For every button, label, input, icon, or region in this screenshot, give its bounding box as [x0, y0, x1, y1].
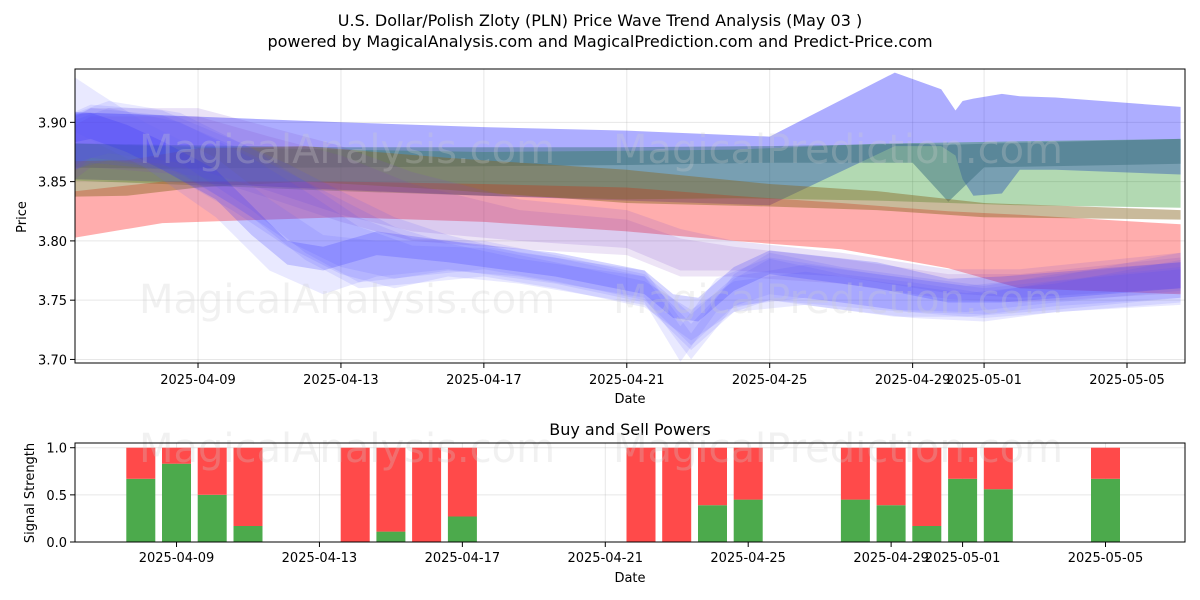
- band-olive: [75, 146, 1181, 220]
- price-grid: [75, 69, 1185, 363]
- price-watermark-2: MagicalAnalysis.com: [139, 277, 555, 323]
- band-teal: [75, 138, 1181, 202]
- buy-bar-13: [876, 505, 906, 542]
- buy-bar-15: [948, 478, 978, 542]
- price-xtick-label-2: 2025-04-17: [446, 373, 522, 388]
- signal-xtick-label-5: 2025-04-29: [853, 551, 929, 566]
- signal-xtick-label-6: 2025-05-01: [925, 551, 1001, 566]
- sell-bar-17: [1091, 447, 1120, 479]
- signal-ticks: 2025-04-09 2025-04-13 2025-04-17 2025-04-21…: [46, 442, 1143, 566]
- signal-watermark-0: MagicalAnalysis.com: [139, 426, 555, 472]
- signal-xtick-label-3: 2025-04-21: [567, 551, 643, 566]
- sell-bar-4: [340, 447, 370, 542]
- price-ytick-label-4: 3.90: [38, 116, 67, 131]
- sell-bar-11: [733, 447, 763, 500]
- sell-bar-3: [233, 447, 263, 526]
- chart-title: U.S. Dollar/Polish Zloty (PLN) Price Wav…: [338, 11, 862, 30]
- signal-xtick-label-0: 2025-04-09: [139, 551, 215, 566]
- band-blue-core: [75, 112, 1181, 322]
- buy-bar-3: [233, 526, 263, 542]
- signal-x-label: Date: [614, 571, 645, 586]
- price-xtick-label-7: 2025-05-05: [1089, 373, 1165, 388]
- buy-bar-10: [698, 505, 727, 542]
- sell-bar-8: [626, 447, 656, 542]
- band-violet-2: [75, 116, 1181, 303]
- buy-bar-1: [162, 463, 191, 542]
- buy-bar-14: [912, 526, 942, 542]
- signal-bars: [126, 447, 1120, 542]
- band-blue-wave-4: [75, 108, 1181, 341]
- price-ytick-label-3: 3.85: [38, 176, 67, 191]
- sell-bar-13: [876, 447, 906, 506]
- buy-bar-17: [1091, 478, 1120, 542]
- band-blue-upper: [75, 72, 1181, 206]
- signal-watermark-1: MagicalPrediction.com: [613, 426, 1063, 472]
- signal-xtick-label-1: 2025-04-13: [282, 551, 358, 566]
- signal-xtick-label-4: 2025-04-25: [710, 551, 786, 566]
- sell-bar-2: [197, 447, 227, 495]
- buy-bar-5: [376, 531, 406, 542]
- price-x-label: Date: [614, 392, 645, 407]
- price-ytick-label-2: 3.80: [38, 235, 67, 250]
- sell-bar-0: [126, 447, 156, 479]
- band-violet-1: [75, 108, 1181, 298]
- sell-bar-6: [412, 447, 442, 542]
- price-axes-frame: [74, 68, 1186, 364]
- price-xtick-label-3: 2025-04-21: [589, 373, 665, 388]
- buy-bar-12: [840, 499, 870, 542]
- price-xtick-label-0: 2025-04-09: [160, 373, 236, 388]
- sell-bar-16: [983, 447, 1013, 490]
- signal-xtick-label-2: 2025-04-17: [425, 551, 501, 566]
- signal-chart-title: Buy and Sell Powers: [549, 420, 711, 439]
- price-xtick-label-5: 2025-04-29: [875, 373, 951, 388]
- signal-ytick-label-0: 0.0: [46, 536, 67, 551]
- sell-bar-7: [447, 447, 477, 517]
- price-xtick-label-1: 2025-04-13: [303, 373, 379, 388]
- price-xtick-label-6: 2025-05-01: [946, 373, 1022, 388]
- price-ticks: 2025-04-09 2025-04-13 2025-04-17 2025-04-21…: [38, 116, 1165, 388]
- price-watermark-0: MagicalAnalysis.com: [139, 127, 555, 173]
- band-red: [75, 181, 1181, 295]
- sell-bar-1: [162, 447, 191, 464]
- band-blue-wave-2: [75, 108, 1181, 350]
- band-blue-wave-3: [75, 101, 1181, 346]
- price-watermark-3: MagicalPrediction.com: [613, 277, 1063, 323]
- sell-bar-10: [698, 447, 727, 506]
- buy-bar-11: [733, 499, 763, 542]
- band-blue-wave-1: [75, 104, 1181, 360]
- buy-bar-7: [447, 516, 477, 542]
- price-watermark-1: MagicalPrediction.com: [613, 127, 1063, 173]
- chart-subtitle: powered by MagicalAnalysis.com and Magic…: [267, 32, 932, 51]
- price-ytick-label-1: 3.75: [38, 294, 67, 309]
- sell-bar-14: [912, 447, 942, 526]
- price-watermarks: MagicalAnalysis.com MagicalPrediction.com…: [139, 127, 1063, 323]
- signal-xtick-label-7: 2025-05-05: [1068, 551, 1144, 566]
- buy-bar-0: [126, 478, 156, 542]
- price-ytick-label-0: 3.70: [38, 353, 67, 368]
- buy-bar-2: [197, 494, 227, 542]
- signal-axes-frame: [74, 442, 1186, 543]
- band-blue-spike: [75, 77, 1181, 362]
- buy-bar-16: [983, 489, 1013, 542]
- price-y-label: Price: [15, 201, 30, 233]
- sell-bar-5: [376, 447, 406, 532]
- signal-ytick-label-1: 0.5: [46, 489, 67, 504]
- signal-y-label: Signal Strength: [23, 443, 38, 543]
- sell-bar-15: [948, 447, 978, 479]
- price-bands: [75, 72, 1181, 362]
- price-xtick-label-4: 2025-04-25: [732, 373, 808, 388]
- sell-bar-12: [840, 447, 870, 500]
- signal-watermarks: MagicalAnalysis.com MagicalPrediction.com: [139, 426, 1063, 472]
- sell-bar-9: [662, 447, 692, 542]
- signal-ytick-label-2: 1.0: [46, 442, 67, 457]
